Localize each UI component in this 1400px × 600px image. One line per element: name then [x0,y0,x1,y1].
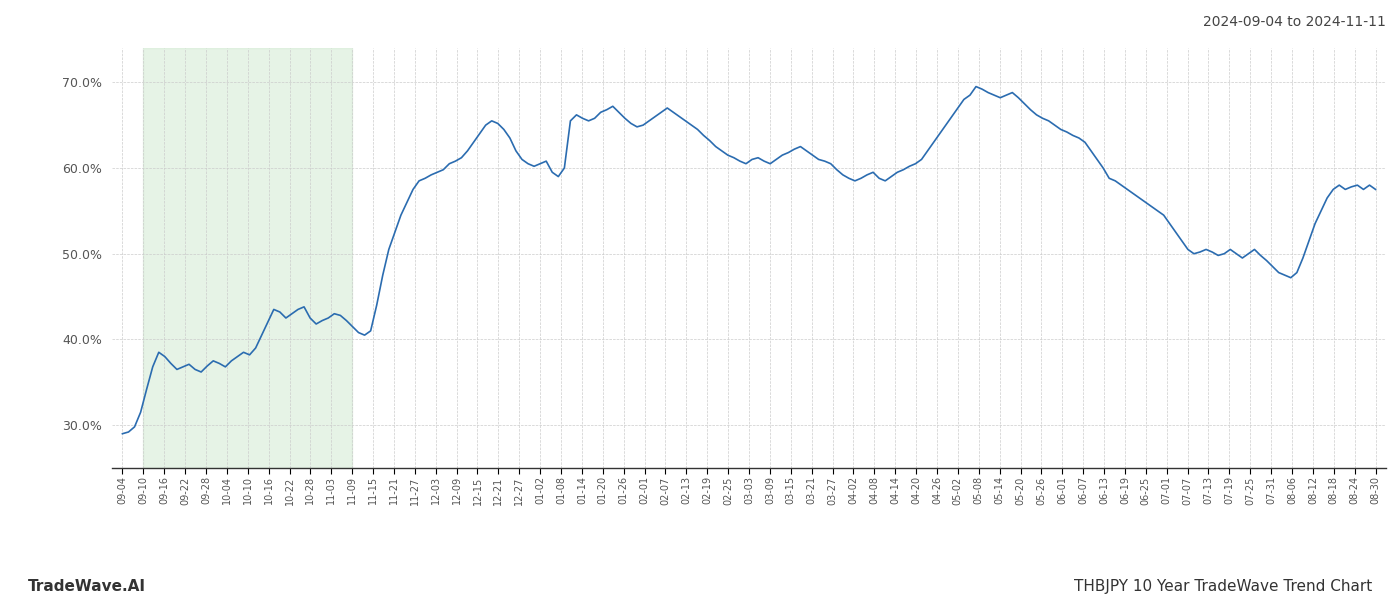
Text: TradeWave.AI: TradeWave.AI [28,579,146,594]
Bar [143,48,353,468]
Text: 2024-09-04 to 2024-11-11: 2024-09-04 to 2024-11-11 [1203,15,1386,29]
Text: THBJPY 10 Year TradeWave Trend Chart: THBJPY 10 Year TradeWave Trend Chart [1074,579,1372,594]
